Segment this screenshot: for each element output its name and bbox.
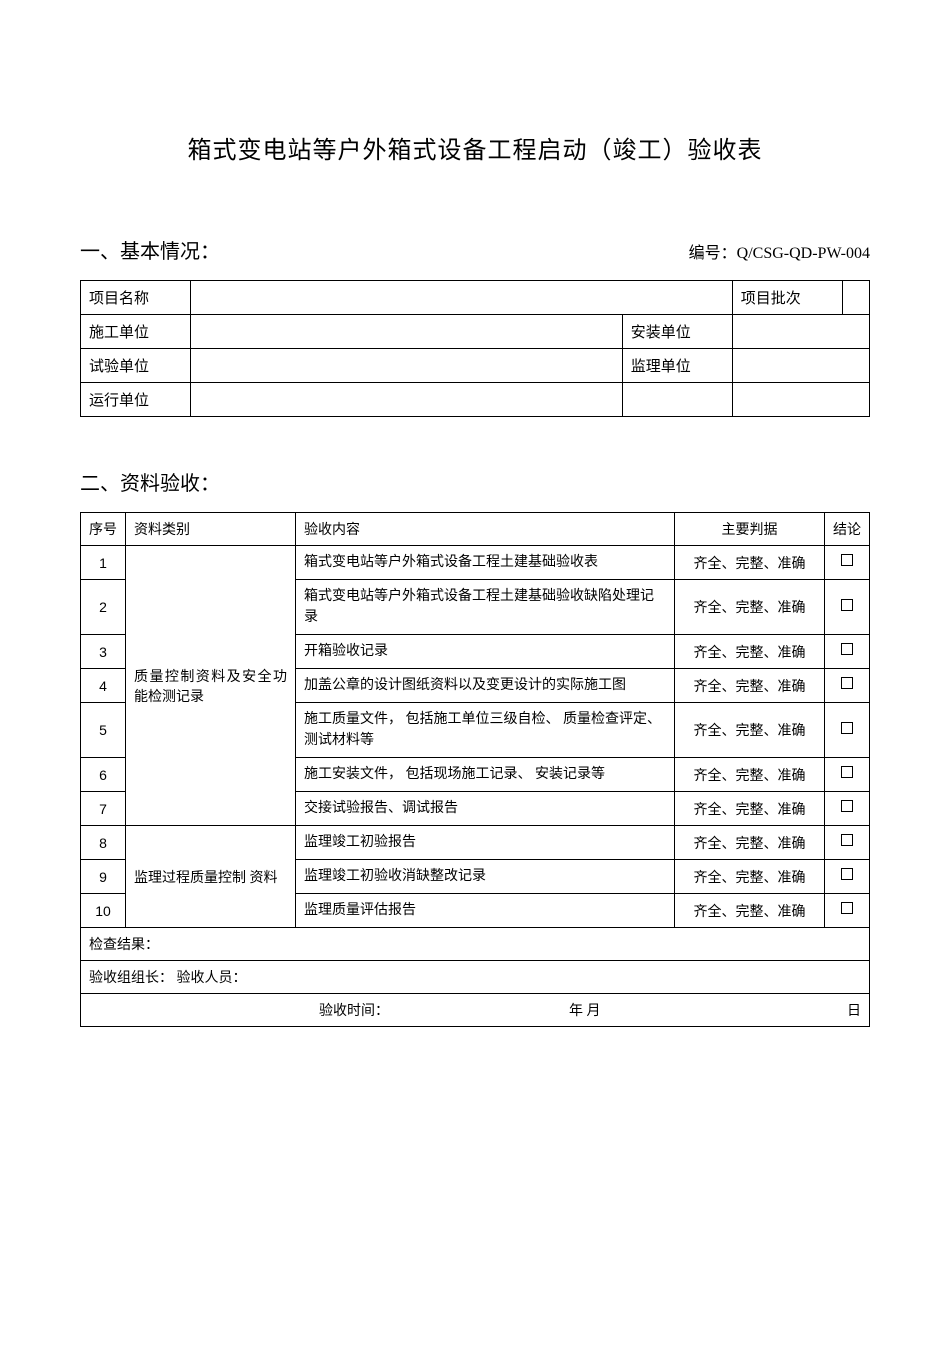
checkbox-icon[interactable] [841,766,853,778]
project-name-value [191,281,733,315]
checkbox-icon[interactable] [841,834,853,846]
row-content: 施工安装文件， 包括现场施工记录、 安装记录等 [296,758,675,792]
row-result [825,580,870,635]
empty-cell [732,383,869,417]
construction-unit-label: 施工单位 [81,315,191,349]
time-cell: 验收时间： 年 月 日 [81,994,870,1027]
row-result [825,860,870,894]
test-unit-value [191,349,623,383]
row-no: 5 [81,703,126,758]
construction-unit-value [191,315,623,349]
row-judge: 齐全、完整、准确 [675,703,825,758]
basic-info-table: 项目名称 项目批次 施工单位 安装单位 试验单位 监理单位 运行单位 [80,280,870,417]
section1-header: 一、基本情况： 编号：Q/CSG-QD-PW-004 [80,235,870,264]
row-judge: 齐全、完整、准确 [675,546,825,580]
checkbox-icon[interactable] [841,722,853,734]
signature-row: 验收组组长： 验收人员： [81,961,870,994]
operation-unit-value [191,383,623,417]
row-no: 9 [81,860,126,894]
empty-cell [622,383,732,417]
category-cell-1: 质量控制资料及安全功能检测记录 [126,546,296,826]
row-content: 交接试验报告、调试报告 [296,792,675,826]
check-result-cell: 检查结果： [81,928,870,961]
header-content: 验收内容 [296,513,675,546]
category-cell-2: 监理过程质量控制 资料 [126,826,296,928]
checkbox-icon[interactable] [841,599,853,611]
document-page: 箱式变电站等户外箱式设备工程启动（竣工）验收表 一、基本情况： 编号：Q/CSG… [0,0,950,1087]
row-content: 监理质量评估报告 [296,894,675,928]
row-judge: 齐全、完整、准确 [675,894,825,928]
empty-spacer [89,1000,319,1020]
time-labels: 验收时间： 年 月 日 [89,1000,861,1020]
project-batch-value [842,281,869,315]
row-judge: 齐全、完整、准确 [675,758,825,792]
table-row: 8 监理过程质量控制 资料 监理竣工初验报告 齐全、完整、准确 [81,826,870,860]
row-result [825,792,870,826]
header-no: 序号 [81,513,126,546]
supervision-unit-value [732,349,869,383]
table-row: 试验单位 监理单位 [81,349,870,383]
row-no: 7 [81,792,126,826]
project-name-label: 项目名称 [81,281,191,315]
header-judge: 主要判据 [675,513,825,546]
row-judge: 齐全、完整、准确 [675,669,825,703]
row-no: 1 [81,546,126,580]
row-content: 开箱验收记录 [296,635,675,669]
checkbox-icon[interactable] [841,643,853,655]
document-title: 箱式变电站等户外箱式设备工程启动（竣工）验收表 [80,130,870,165]
time-label: 验收时间： [319,1000,389,1020]
project-batch-label: 项目批次 [732,281,842,315]
row-content: 监理竣工初验报告 [296,826,675,860]
acceptance-table: 序号 资料类别 验收内容 主要判据 结论 1 质量控制资料及安全功能检测记录 箱… [80,512,870,1027]
table-row: 项目名称 项目批次 [81,281,870,315]
install-unit-value [732,315,869,349]
row-result [825,758,870,792]
row-no: 2 [81,580,126,635]
check-result-row: 检查结果： [81,928,870,961]
header-category: 资料类别 [126,513,296,546]
row-result [825,703,870,758]
table-row: 运行单位 [81,383,870,417]
document-number: 编号：Q/CSG-QD-PW-004 [689,239,870,263]
row-no: 8 [81,826,126,860]
supervision-unit-label: 监理单位 [622,349,732,383]
section1-label: 一、基本情况： [80,235,220,264]
checkbox-icon[interactable] [841,800,853,812]
checkbox-icon[interactable] [841,677,853,689]
year-month-label: 年 月 [389,1000,821,1020]
row-content: 箱式变电站等户外箱式设备工程土建基础验收缺陷处理记录 [296,580,675,635]
row-judge: 齐全、完整、准确 [675,635,825,669]
row-judge: 齐全、完整、准确 [675,860,825,894]
row-no: 4 [81,669,126,703]
table-row: 1 质量控制资料及安全功能检测记录 箱式变电站等户外箱式设备工程土建基础验收表 … [81,546,870,580]
table-row: 施工单位 安装单位 [81,315,870,349]
test-unit-label: 试验单位 [81,349,191,383]
checkbox-icon[interactable] [841,868,853,880]
row-judge: 齐全、完整、准确 [675,792,825,826]
operation-unit-label: 运行单位 [81,383,191,417]
install-unit-label: 安装单位 [622,315,732,349]
row-content: 监理竣工初验收消缺整改记录 [296,860,675,894]
row-result [825,546,870,580]
signature-cell: 验收组组长： 验收人员： [81,961,870,994]
row-no: 3 [81,635,126,669]
day-label: 日 [821,1000,861,1020]
time-row: 验收时间： 年 月 日 [81,994,870,1027]
row-judge: 齐全、完整、准确 [675,580,825,635]
row-content: 箱式变电站等户外箱式设备工程土建基础验收表 [296,546,675,580]
row-content: 施工质量文件， 包括施工单位三级自检、 质量检查评定、测试材料等 [296,703,675,758]
row-no: 10 [81,894,126,928]
table-header-row: 序号 资料类别 验收内容 主要判据 结论 [81,513,870,546]
header-result: 结论 [825,513,870,546]
row-no: 6 [81,758,126,792]
section2-label: 二、资料验收： [80,467,870,496]
row-result [825,894,870,928]
row-result [825,669,870,703]
checkbox-icon[interactable] [841,554,853,566]
checkbox-icon[interactable] [841,902,853,914]
row-content: 加盖公章的设计图纸资料以及变更设计的实际施工图 [296,669,675,703]
row-result [825,635,870,669]
row-judge: 齐全、完整、准确 [675,826,825,860]
row-result [825,826,870,860]
